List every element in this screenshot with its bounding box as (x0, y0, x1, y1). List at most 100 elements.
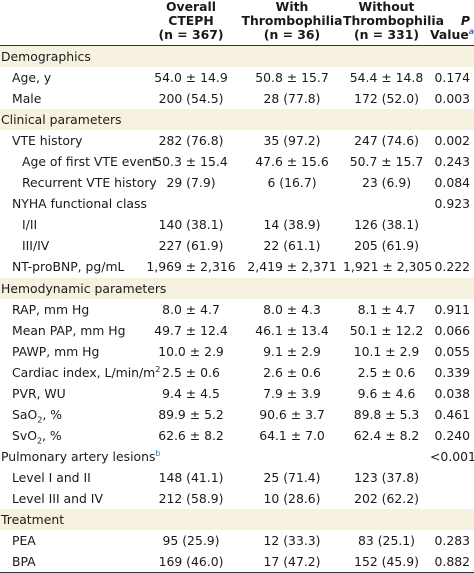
row-label: Age, y (12, 70, 52, 86)
header-with-thrombophilia: With Thrombophilia (n = 36) (241, 0, 343, 46)
with-thrombophilia-value: 6 (16.7) (267, 175, 317, 191)
without-thrombophilia-value: 123 (37.8) (354, 469, 419, 485)
without-thrombophilia-value: 10.1 ± 2.9 (353, 343, 420, 359)
table-row: III/IV 227 (61.9) 22 (61.1) 205 (61.9) (0, 235, 474, 256)
row-label-cell: Level I and II (0, 467, 141, 488)
without-thrombophilia-value: 89.8 ± 5.3 (353, 406, 420, 422)
section-label: Hemodynamic parameters (0, 277, 474, 299)
p-value: 0.461 (434, 406, 470, 422)
row-label-cell: III/IV (0, 235, 141, 256)
table-header: Overall CTEPH (n = 367) With Thrombophil… (0, 0, 474, 46)
p-value: 0.911 (434, 301, 470, 317)
row-label-cell: NYHA functional class (0, 193, 147, 214)
row-label: VTE history (12, 133, 83, 149)
row-label-cell: Pulmonary artery lesionsb (0, 446, 160, 467)
overall-value: 29 (7.9) (166, 175, 216, 191)
without-thrombophilia-value: 172 (52.0) (354, 91, 419, 107)
overall-value: 49.7 ± 12.4 (154, 322, 228, 338)
row-label-cell: Male (0, 88, 141, 109)
overall-value: 227 (61.9) (158, 238, 224, 254)
without-thrombophilia-value: 54.4 ± 14.8 (349, 70, 424, 86)
p-value: 0.222 (434, 259, 470, 275)
row-label-cell: BPA (0, 551, 141, 573)
row-label: III/IV (22, 238, 50, 254)
p-value: 0.339 (434, 364, 470, 380)
without-thrombophilia-value: 126 (38.1) (354, 217, 419, 233)
overall-value: 282 (76.8) (158, 133, 224, 149)
table-row: Cardiac index, L/min/m2 2.5 ± 0.6 2.6 ± 0.… (0, 362, 474, 383)
overall-value: 54.0 ± 14.9 (154, 70, 228, 86)
row-label: RAP, mm Hg (12, 301, 90, 317)
table-row: Mean PAP, mm Hg 49.7 ± 12.4 46.1 ± 13.4 50.… (0, 320, 474, 341)
row-label: Mean PAP, mm Hg (12, 322, 126, 338)
header-with-line3: (n = 36) (263, 27, 321, 42)
without-thrombophilia-value (343, 446, 430, 467)
without-thrombophilia-value: 1,921 ± 2,305 (343, 259, 433, 275)
without-thrombophilia-value: 202 (62.2) (354, 491, 419, 506)
section-row: Clinical parameters (0, 109, 474, 131)
p-value: 0.174 (434, 70, 470, 86)
row-label-cell: Mean PAP, mm Hg (0, 320, 141, 341)
without-thrombophilia-value: 247 (74.6) (354, 133, 419, 149)
table-row: Pulmonary artery lesionsb <0.001 (0, 446, 474, 467)
row-label: BPA (12, 554, 36, 570)
p-value (430, 488, 474, 509)
table-row: SaO2, % 89.9 ± 5.2 90.6 ± 3.7 89.8 ± 5.3 0.4… (0, 404, 474, 425)
table-row: NYHA functional class 0.923 (0, 193, 474, 214)
header-p-italic: P (460, 13, 470, 28)
with-thrombophilia-value: 64.1 ± 7.0 (259, 427, 325, 443)
without-thrombophilia-value: 152 (45.9) (343, 551, 430, 573)
row-label-cell: Age, y (0, 67, 141, 88)
overall-value: 2.5 ± 0.6 (162, 364, 220, 380)
row-label-cell: Level III and IV (0, 488, 141, 509)
p-value: 0.882 (430, 551, 474, 573)
with-thrombophilia-value (241, 193, 343, 214)
row-label-cell: Cardiac index, L/min/m2 (0, 362, 160, 383)
header-blank (0, 0, 141, 46)
without-thrombophilia-value: 50.1 ± 12.2 (349, 322, 424, 338)
with-thrombophilia-value: 7.9 ± 3.9 (263, 385, 321, 401)
with-thrombophilia-value: 47.6 ± 15.6 (255, 154, 329, 170)
without-thrombophilia-value: 62.4 ± 8.2 (353, 427, 420, 443)
row-label: Male (12, 91, 42, 107)
table-row: RAP, mm Hg 8.0 ± 4.7 8.0 ± 4.3 8.1 ± 4.7 0.9… (0, 299, 474, 320)
without-thrombophilia-value (343, 193, 430, 214)
overall-value: 95 (25.9) (162, 533, 220, 549)
table-row: Level I and II 148 (41.1) 25 (71.4) 123 (37… (0, 467, 474, 488)
p-value: 0.240 (434, 427, 470, 443)
table-row: Recurrent VTE history 29 (7.9) 6 (16.7) 23 … (0, 172, 474, 193)
row-label: Age of first VTE event (22, 154, 158, 170)
header-with-line1: With (275, 0, 309, 14)
table-row: Male 200 (54.5) 28 (77.8) 172 (52.0) 0.003 (0, 88, 474, 109)
row-label: Level I and II (12, 469, 91, 485)
overall-value: 50.3 ± 15.4 (154, 154, 228, 170)
overall-value: 62.6 ± 8.2 (158, 427, 224, 443)
row-label-cell: I/II (0, 214, 141, 235)
with-thrombophilia-value: 8.0 ± 4.3 (263, 301, 321, 317)
without-thrombophilia-value: 50.7 ± 15.7 (349, 154, 424, 170)
table-row: PAWP, mm Hg 10.0 ± 2.9 9.1 ± 2.9 10.1 ± 2.9… (0, 341, 474, 362)
row-label: Cardiac index, L/min/m (12, 364, 156, 380)
p-value: 0.066 (434, 322, 470, 338)
row-label-cell: PEA (0, 530, 141, 551)
without-thrombophilia-value: 8.1 ± 4.7 (357, 301, 416, 317)
header-overall-line2: CTEPH (168, 13, 214, 28)
p-value: 0.055 (434, 343, 470, 359)
with-thrombophilia-value: 90.6 ± 3.7 (259, 406, 325, 422)
table-row: NT-proBNP, pg/mL 1,969 ± 2,316 2,419 ± 2,3… (0, 256, 474, 277)
row-label: NT-proBNP, pg/mL (12, 259, 125, 275)
p-value: <0.001 (430, 448, 474, 464)
row-label-cell: SaO2, % (0, 404, 141, 425)
p-value (430, 214, 474, 235)
header-without-line1: Without (358, 0, 415, 14)
section-label: Demographics (0, 45, 474, 68)
p-value: 0.002 (434, 133, 470, 149)
header-without-thrombophilia: Without Thrombophilia (n = 331) (343, 0, 444, 46)
row-label-footnote: b (155, 448, 161, 458)
row-label-cell: RAP, mm Hg (0, 299, 141, 320)
with-thrombophilia-value: 9.1 ± 2.9 (263, 343, 321, 359)
section-row: Hemodynamic parameters (0, 277, 474, 299)
p-value: 0.038 (434, 385, 470, 401)
overall-value: 89.9 ± 5.2 (158, 406, 224, 422)
